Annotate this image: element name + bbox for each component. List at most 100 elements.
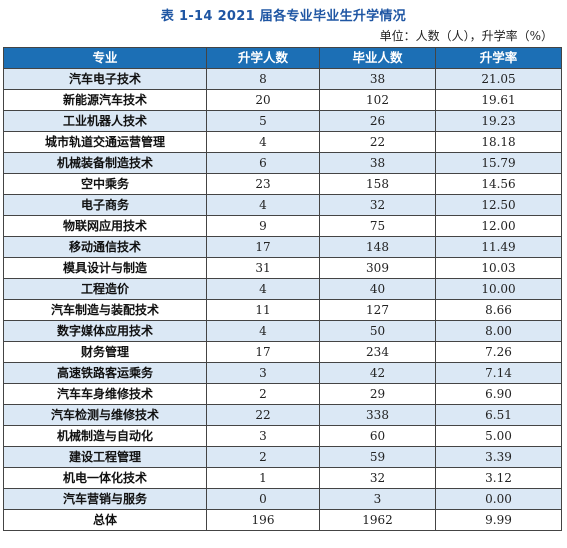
cell-rate: 10.03: [435, 257, 562, 279]
cell-graduates: 40: [319, 278, 436, 300]
cell-graduates: 309: [319, 257, 436, 279]
cell-rate: 18.18: [435, 131, 562, 153]
cell-rate: 19.61: [435, 89, 562, 111]
cell-enrolled: 0: [206, 488, 320, 510]
table-row: 机械装备制造技术 6 38 15.79: [3, 152, 562, 174]
cell-enrolled: 6: [206, 152, 320, 174]
header-graduates: 毕业人数: [319, 47, 436, 69]
table-row: 汽车车身维修技术 2 29 6.90: [3, 383, 562, 405]
table-row: 汽车营销与服务 0 3 0.00: [3, 488, 562, 510]
cell-major: 建设工程管理: [3, 446, 207, 468]
header-major: 专业: [3, 47, 207, 69]
cell-enrolled: 20: [206, 89, 320, 111]
cell-graduates: 22: [319, 131, 436, 153]
cell-graduates: 158: [319, 173, 436, 195]
cell-enrolled: 17: [206, 341, 320, 363]
cell-graduates: 148: [319, 236, 436, 258]
cell-rate: 10.00: [435, 278, 562, 300]
cell-major: 机械制造与自动化: [3, 425, 207, 447]
table-row: 财务管理 17 234 7.26: [3, 341, 562, 363]
cell-enrolled: 196: [206, 509, 320, 531]
cell-enrolled: 4: [206, 131, 320, 153]
table-row: 机电一体化技术 1 32 3.12: [3, 467, 562, 489]
table-title: 表 1-14 2021 届各专业毕业生升学情况: [160, 9, 407, 24]
cell-major: 机电一体化技术: [3, 467, 207, 489]
cell-major: 工业机器人技术: [3, 110, 207, 132]
cell-rate: 6.90: [435, 383, 562, 405]
cell-enrolled: 4: [206, 320, 320, 342]
cell-major: 城市轨道交通运营管理: [3, 131, 207, 153]
table-body: 汽车电子技术 8 38 21.05 新能源汽车技术 20 102 19.61 工业机器人技术 5 2…: [3, 68, 562, 531]
cell-graduates: 59: [319, 446, 436, 468]
cell-enrolled: 8: [206, 68, 320, 90]
table-row: 机械制造与自动化 3 60 5.00: [3, 425, 562, 447]
cell-rate: 21.05: [435, 68, 562, 90]
cell-major: 汽车检测与维修技术: [3, 404, 207, 426]
cell-rate: 9.99: [435, 509, 562, 531]
table-row: 模具设计与制造 31 309 10.03: [3, 257, 562, 279]
table-row: 汽车制造与装配技术 11 127 8.66: [3, 299, 562, 321]
cell-enrolled: 4: [206, 278, 320, 300]
cell-major: 总体: [3, 509, 207, 531]
table-row: 数字媒体应用技术 4 50 8.00: [3, 320, 562, 342]
cell-rate: 19.23: [435, 110, 562, 132]
table-row: 城市轨道交通运营管理 4 22 18.18: [3, 131, 562, 153]
data-table: 专业 升学人数 毕业人数 升学率 汽车电子技术 8 38 21.05 新能源汽车技术 20…: [3, 47, 562, 531]
cell-graduates: 102: [319, 89, 436, 111]
cell-rate: 5.00: [435, 425, 562, 447]
table-row: 新能源汽车技术 20 102 19.61: [3, 89, 562, 111]
total-row: 总体 196 1962 9.99: [3, 509, 562, 531]
cell-rate: 7.26: [435, 341, 562, 363]
cell-graduates: 234: [319, 341, 436, 363]
cell-enrolled: 5: [206, 110, 320, 132]
cell-major: 新能源汽车技术: [3, 89, 207, 111]
cell-graduates: 32: [319, 194, 436, 216]
table-row: 电子商务 4 32 12.50: [3, 194, 562, 216]
cell-rate: 7.14: [435, 362, 562, 384]
cell-rate: 12.50: [435, 194, 562, 216]
table-row: 高速铁路客运乘务 3 42 7.14: [3, 362, 562, 384]
cell-enrolled: 22: [206, 404, 320, 426]
cell-enrolled: 2: [206, 383, 320, 405]
table-row: 汽车电子技术 8 38 21.05: [3, 68, 562, 90]
table-row: 工业机器人技术 5 26 19.23: [3, 110, 562, 132]
cell-rate: 15.79: [435, 152, 562, 174]
cell-rate: 11.49: [435, 236, 562, 258]
cell-major: 空中乘务: [3, 173, 207, 195]
cell-major: 工程造价: [3, 278, 207, 300]
cell-rate: 8.00: [435, 320, 562, 342]
cell-enrolled: 23: [206, 173, 320, 195]
cell-major: 高速铁路客运乘务: [3, 362, 207, 384]
cell-major: 物联网应用技术: [3, 215, 207, 237]
cell-graduates: 29: [319, 383, 436, 405]
table-row: 物联网应用技术 9 75 12.00: [3, 215, 562, 237]
cell-major: 汽车电子技术: [3, 68, 207, 90]
table-row: 工程造价 4 40 10.00: [3, 278, 562, 300]
cell-rate: 3.12: [435, 467, 562, 489]
cell-graduates: 32: [319, 467, 436, 489]
cell-enrolled: 3: [206, 425, 320, 447]
cell-rate: 12.00: [435, 215, 562, 237]
cell-enrolled: 11: [206, 299, 320, 321]
cell-graduates: 38: [319, 68, 436, 90]
cell-graduates: 3: [319, 488, 436, 510]
cell-graduates: 1962: [319, 509, 436, 531]
cell-rate: 6.51: [435, 404, 562, 426]
header-enrolled: 升学人数: [206, 47, 320, 69]
cell-rate: 0.00: [435, 488, 562, 510]
cell-graduates: 38: [319, 152, 436, 174]
cell-graduates: 60: [319, 425, 436, 447]
cell-enrolled: 1: [206, 467, 320, 489]
cell-rate: 8.66: [435, 299, 562, 321]
cell-major: 财务管理: [3, 341, 207, 363]
cell-enrolled: 2: [206, 446, 320, 468]
cell-enrolled: 31: [206, 257, 320, 279]
cell-rate: 3.39: [435, 446, 562, 468]
cell-major: 移动通信技术: [3, 236, 207, 258]
cell-rate: 14.56: [435, 173, 562, 195]
cell-major: 模具设计与制造: [3, 257, 207, 279]
table-row: 建设工程管理 2 59 3.39: [3, 446, 562, 468]
cell-graduates: 50: [319, 320, 436, 342]
cell-graduates: 75: [319, 215, 436, 237]
table-row: 空中乘务 23 158 14.56: [3, 173, 562, 195]
